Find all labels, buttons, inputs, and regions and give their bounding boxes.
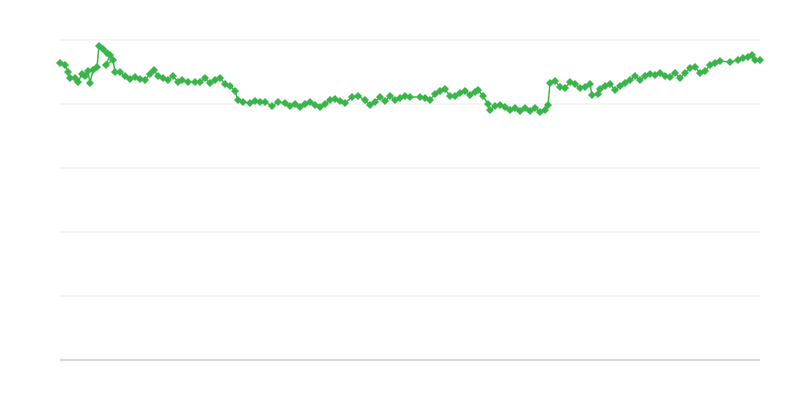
data-point [676, 74, 684, 82]
data-point [74, 78, 82, 86]
data-point [588, 91, 596, 99]
data-point [102, 61, 110, 69]
data-point [216, 74, 224, 82]
data-point [631, 72, 639, 80]
data-point [256, 98, 264, 106]
data-point [666, 73, 674, 81]
data-point [348, 93, 356, 101]
data-point [150, 66, 158, 74]
data-point [636, 76, 644, 84]
data-point [169, 72, 177, 80]
data-point [164, 76, 172, 84]
data-point [626, 76, 634, 84]
data-point [611, 86, 619, 94]
series-line [56, 42, 764, 116]
data-point [321, 100, 329, 108]
data-point [93, 63, 101, 71]
data-point [361, 96, 369, 104]
data-point [441, 85, 449, 93]
data-point [111, 68, 119, 76]
data-point [371, 98, 379, 106]
data-point [716, 57, 724, 65]
data-point [61, 61, 69, 69]
data-point [386, 92, 394, 100]
data-point [486, 106, 494, 114]
data-point [474, 86, 482, 94]
data-point [354, 92, 362, 100]
data-point [268, 102, 276, 110]
data-point [261, 98, 269, 106]
gridlines [60, 39, 760, 297]
data-point [86, 79, 94, 87]
data-point [571, 80, 579, 88]
data-point [381, 97, 389, 105]
data-point [109, 56, 117, 64]
data-point [681, 69, 689, 77]
data-point [184, 78, 192, 86]
data-point [376, 93, 384, 101]
data-point [671, 69, 679, 77]
data-point [586, 80, 594, 88]
data-point [116, 68, 124, 76]
data-point [544, 101, 552, 109]
data-point [751, 56, 759, 64]
data-point [231, 87, 239, 95]
data-point [461, 87, 469, 95]
data-point [446, 92, 454, 100]
data-point [756, 56, 764, 64]
data-point [606, 80, 614, 88]
data-point [274, 98, 282, 106]
data-point [426, 96, 434, 104]
data-point [66, 74, 74, 82]
data-point [561, 84, 569, 92]
data-point [239, 98, 247, 106]
data-point [691, 63, 699, 71]
data-point [531, 104, 539, 112]
data-point [341, 99, 349, 107]
data-point [726, 58, 734, 66]
data-point [406, 93, 414, 101]
data-point [141, 76, 149, 84]
data-point [479, 92, 487, 100]
data-point [701, 67, 709, 75]
data-point [201, 74, 209, 82]
data-point [551, 77, 559, 85]
data-point [196, 78, 204, 86]
data-point [191, 78, 199, 86]
data-point [226, 82, 234, 90]
